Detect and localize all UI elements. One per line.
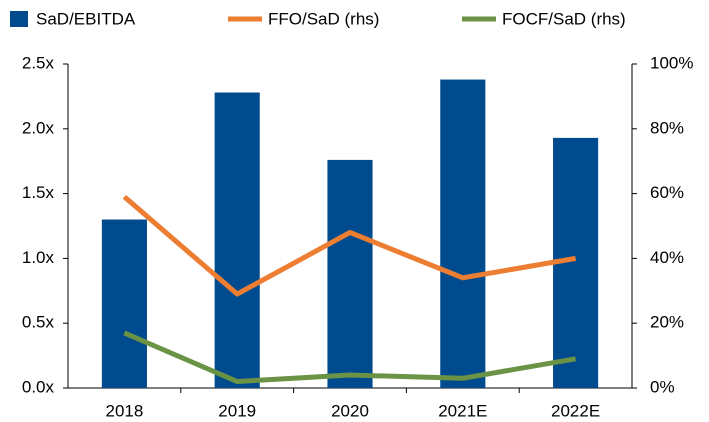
y-tick-label: 2.0x	[22, 118, 55, 137]
y-tick-label: 0.5x	[22, 313, 55, 332]
legend-swatch	[10, 11, 28, 27]
y2-tick-label: 40%	[650, 248, 684, 267]
y2-tick-label: 20%	[650, 313, 684, 332]
legend-label: SaD/EBITDA	[36, 9, 136, 28]
y-tick-label: 0.0x	[22, 377, 55, 396]
y-tick-label: 1.5x	[22, 183, 55, 202]
x-tick-label: 2018	[105, 401, 143, 420]
legend-label: FFO/SaD (rhs)	[268, 9, 379, 28]
x-tick-label: 2022E	[551, 401, 600, 420]
line	[122, 194, 577, 297]
x-tick-label: 2020	[331, 401, 369, 420]
bar	[327, 159, 373, 388]
y-tick-label: 2.5x	[22, 53, 55, 72]
bar	[101, 219, 147, 388]
x-tick-label: 2021E	[438, 401, 487, 420]
legend-label: FOCF/SaD (rhs)	[502, 9, 626, 28]
y2-tick-label: 60%	[650, 183, 684, 202]
y2-tick-label: 0%	[650, 377, 675, 396]
bar	[440, 79, 486, 388]
x-tick-label: 2019	[218, 401, 256, 420]
y-tick-label: 1.0x	[22, 248, 55, 267]
bar	[214, 92, 260, 389]
line	[123, 330, 577, 385]
y2-tick-label: 100%	[650, 53, 693, 72]
y2-tick-label: 80%	[650, 118, 684, 137]
